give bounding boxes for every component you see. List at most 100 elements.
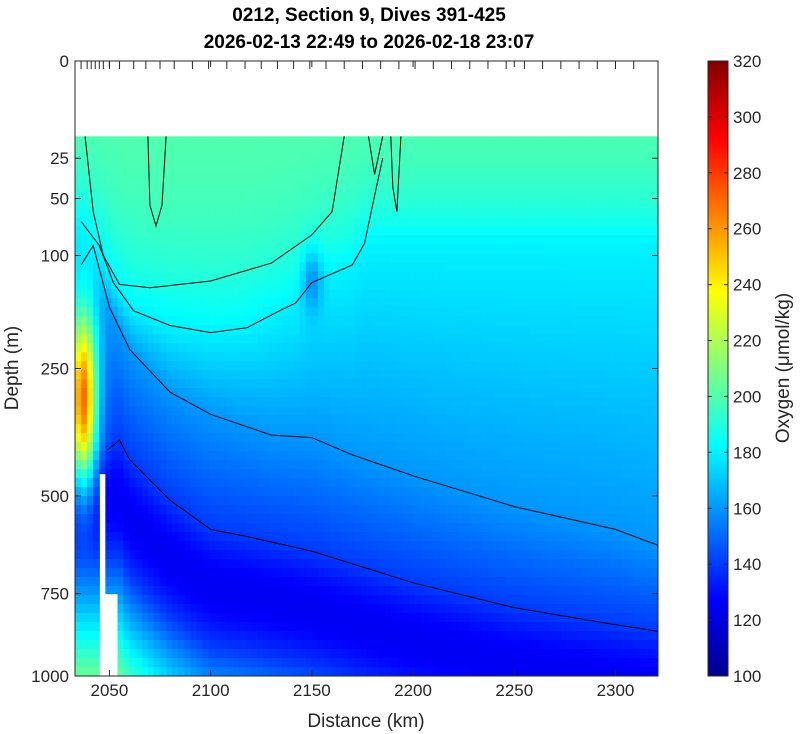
heatmap-cell — [463, 424, 471, 434]
heatmap-cell — [226, 451, 234, 461]
heatmap-cell — [390, 631, 398, 641]
heatmap-cell — [317, 199, 325, 209]
heatmap-cell — [135, 298, 143, 308]
heatmap-cell — [135, 271, 143, 281]
heatmap-cell — [524, 334, 532, 344]
heatmap-cell — [269, 631, 276, 641]
heatmap-cell — [135, 640, 143, 650]
heatmap-cell — [330, 415, 337, 425]
heatmap-cell — [190, 631, 198, 641]
heatmap-cell — [457, 532, 465, 542]
heatmap-cell — [372, 280, 380, 290]
heatmap-cell — [415, 568, 422, 578]
heatmap-cell — [421, 550, 428, 560]
heatmap-cell — [226, 199, 234, 209]
heatmap-cell — [257, 181, 264, 191]
heatmap-cell — [409, 334, 416, 344]
heatmap-cell — [245, 298, 252, 308]
heatmap-cell — [487, 478, 495, 488]
heatmap-cell — [269, 316, 276, 326]
heatmap-cell — [402, 163, 410, 173]
heatmap-cell — [99, 334, 106, 344]
heatmap-cell — [506, 217, 513, 227]
heatmap-cell — [160, 415, 167, 425]
heatmap-cell — [135, 568, 143, 578]
heatmap-cell — [475, 361, 483, 371]
heatmap-cell — [360, 622, 368, 632]
heatmap-cell — [184, 667, 191, 676]
heatmap-cell — [530, 325, 538, 335]
heatmap-cell — [305, 442, 313, 452]
heatmap-cell — [494, 154, 501, 164]
heatmap-cell — [566, 379, 574, 389]
heatmap-cell — [463, 343, 471, 353]
heatmap-cell — [560, 604, 568, 614]
heatmap-cell — [524, 172, 532, 182]
heatmap-cell — [202, 667, 210, 676]
heatmap-cell — [172, 577, 179, 587]
heatmap-cell — [542, 613, 550, 623]
heatmap-cell — [257, 361, 264, 371]
heatmap-cell — [293, 460, 301, 470]
heatmap-cell — [245, 424, 252, 434]
heatmap-cell — [317, 532, 325, 542]
heatmap-cell — [275, 667, 283, 676]
heatmap-cell — [214, 658, 222, 668]
heatmap-cell — [305, 217, 313, 227]
heatmap-cell — [530, 253, 538, 263]
heatmap-cell — [487, 550, 495, 560]
heatmap-cell — [542, 298, 550, 308]
heatmap-cell — [257, 460, 264, 470]
heatmap-cell — [184, 415, 191, 425]
heatmap-cell — [87, 298, 94, 308]
heatmap-cell — [530, 487, 538, 497]
heatmap-cell — [172, 289, 179, 299]
heatmap-cell — [263, 316, 270, 326]
heatmap-cell — [251, 226, 258, 236]
heatmap-cell — [396, 568, 404, 578]
heatmap-cell — [111, 199, 119, 209]
heatmap-cell — [366, 424, 374, 434]
heatmap-cell — [354, 208, 362, 218]
heatmap-cell — [463, 316, 471, 326]
heatmap-cell — [123, 523, 131, 533]
heatmap-cell — [287, 316, 295, 326]
heatmap-cell — [208, 532, 216, 542]
heatmap-cell — [348, 658, 355, 668]
heatmap-cell — [257, 613, 264, 623]
heatmap-cell — [257, 370, 264, 380]
heatmap-cell — [572, 217, 580, 227]
heatmap-cell — [99, 415, 106, 425]
heatmap-cell — [226, 343, 234, 353]
heatmap-cell — [135, 136, 143, 146]
heatmap-cell — [579, 424, 586, 434]
heatmap-cell — [427, 541, 434, 551]
heatmap-cell — [232, 163, 240, 173]
heatmap-cell — [111, 217, 119, 227]
heatmap-cell — [245, 271, 252, 281]
heatmap-cell — [451, 568, 459, 578]
heatmap-cell — [275, 604, 283, 614]
heatmap-cell — [402, 298, 410, 308]
heatmap-cell — [530, 181, 538, 191]
heatmap-cell — [208, 262, 216, 272]
heatmap-cell — [548, 631, 556, 641]
heatmap-cell — [487, 532, 495, 542]
heatmap-cell — [202, 460, 210, 470]
heatmap-cell — [530, 541, 538, 551]
heatmap-cell — [147, 514, 155, 524]
heatmap-cell — [257, 244, 264, 254]
heatmap-cell — [190, 442, 198, 452]
heatmap-cell — [475, 451, 483, 461]
heatmap-cell — [172, 487, 179, 497]
heatmap-cell — [251, 505, 258, 515]
heatmap-cell — [117, 568, 125, 578]
heatmap-cell — [457, 163, 465, 173]
heatmap-cell — [305, 352, 313, 362]
heatmap-cell — [287, 262, 295, 272]
heatmap-cell — [311, 532, 319, 542]
heatmap-cell — [487, 460, 495, 470]
heatmap-cell — [506, 559, 513, 569]
heatmap-cell — [172, 352, 179, 362]
heatmap-cell — [226, 406, 234, 416]
